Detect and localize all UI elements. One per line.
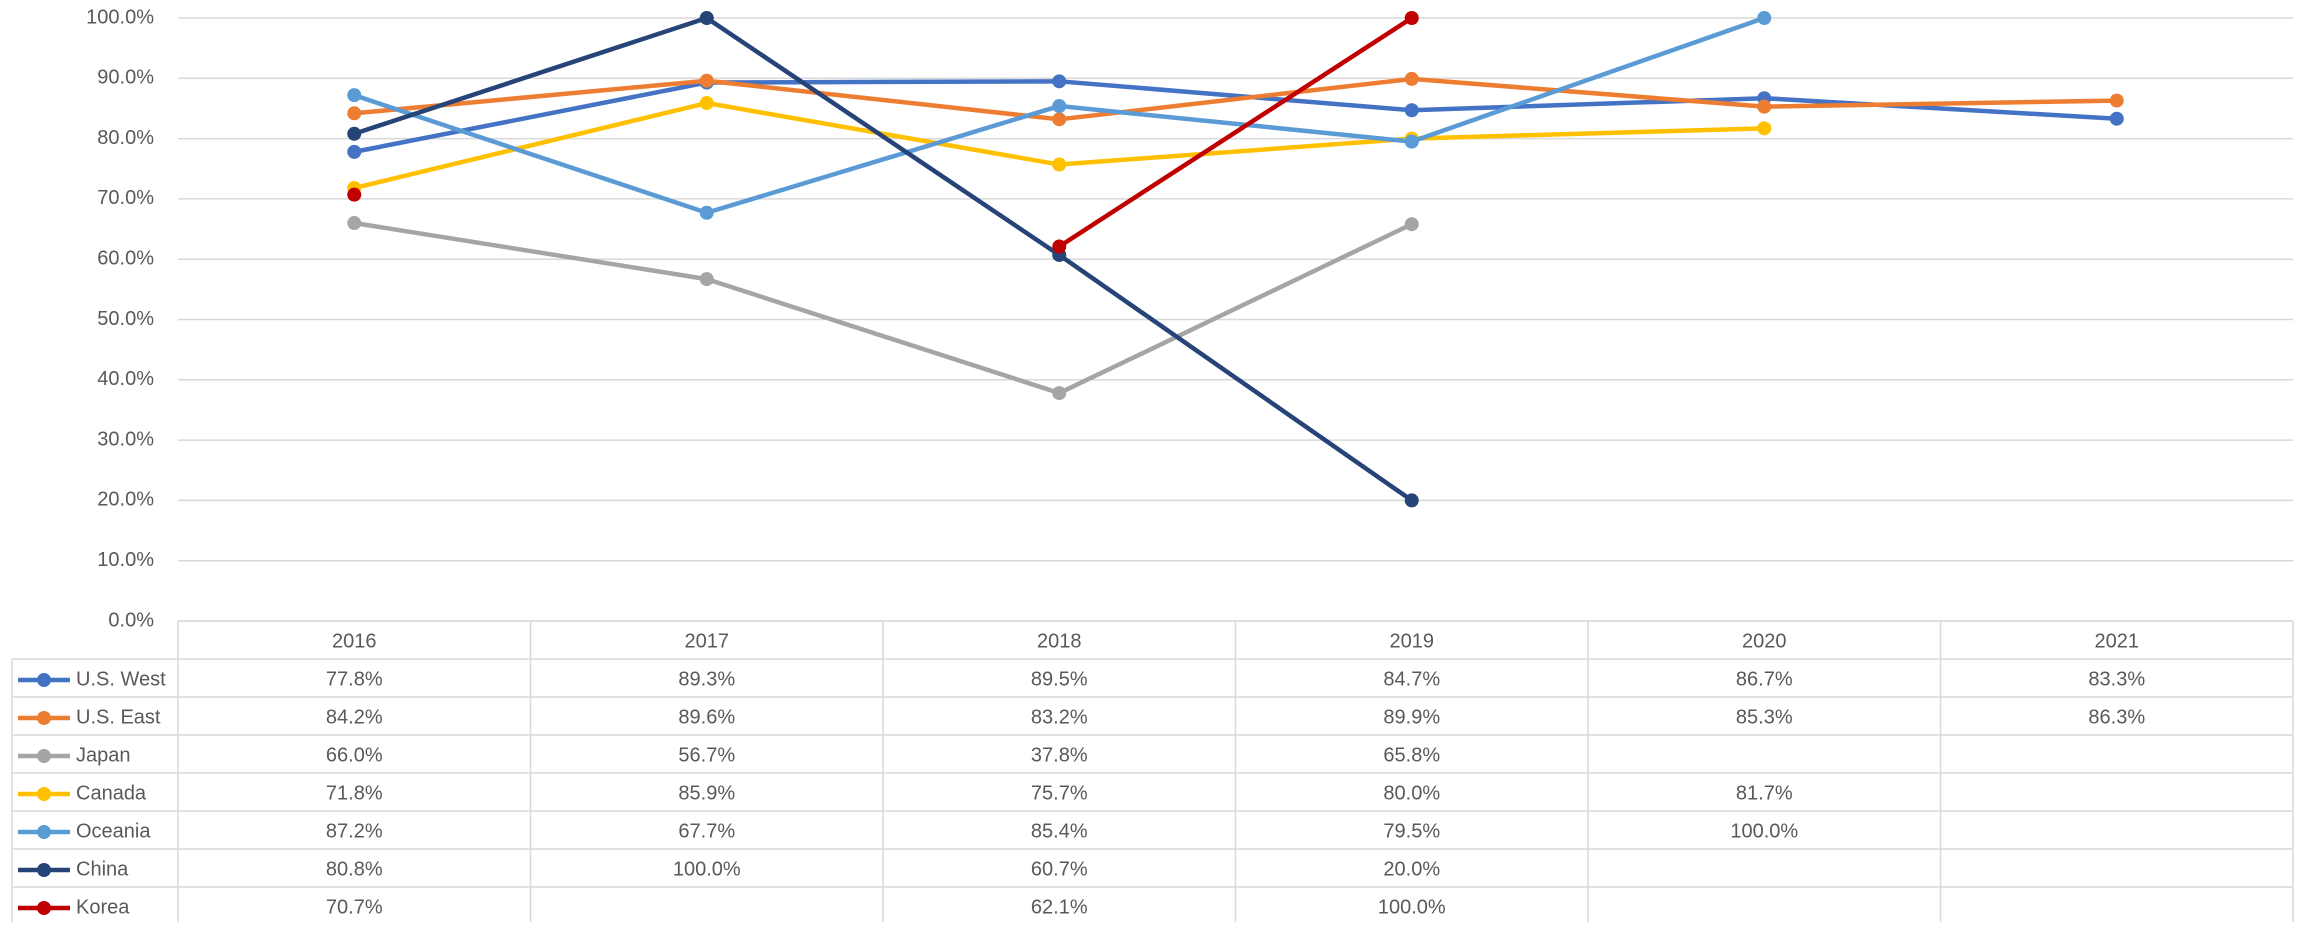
table-cell: 66.0% <box>326 744 383 766</box>
table-cell: 65.8% <box>1383 744 1440 766</box>
point-marker <box>1052 74 1067 89</box>
point-marker <box>1757 11 1772 25</box>
point-marker <box>1757 121 1772 136</box>
point-marker <box>699 272 714 287</box>
table-cell: 67.7% <box>678 820 735 842</box>
y-tick-label: 80.0% <box>97 127 154 149</box>
series-line <box>353 220 1413 396</box>
legend-marker <box>37 749 51 763</box>
point-marker <box>699 96 714 111</box>
legend-marker <box>37 825 51 839</box>
point-marker <box>2109 93 2124 108</box>
table-cell: 71.8% <box>326 782 383 804</box>
point-marker <box>699 73 714 88</box>
point-marker <box>347 106 362 121</box>
point-marker <box>347 216 362 231</box>
point-marker <box>347 88 362 103</box>
y-tick-label: 60.0% <box>97 247 154 269</box>
point-marker <box>347 126 362 141</box>
table-cell: 62.1% <box>1031 896 1088 918</box>
table-cell: 86.7% <box>1736 668 1793 690</box>
y-tick-label: 10.0% <box>97 549 154 571</box>
table-cell: 60.7% <box>1031 858 1088 880</box>
y-tick-label: 30.0% <box>97 428 154 450</box>
y-tick-label: 40.0% <box>97 368 154 390</box>
table-cell: 89.3% <box>678 668 735 690</box>
y-tick-label: 50.0% <box>97 308 154 330</box>
legend-label: U.S. West <box>76 668 166 690</box>
point-marker <box>699 11 714 25</box>
table-cell: 81.7% <box>1736 782 1793 804</box>
table-cell: 80.8% <box>326 858 383 880</box>
legend-marker <box>37 787 51 801</box>
legend-label: Oceania <box>76 820 151 842</box>
legend-label: China <box>76 858 129 880</box>
series-line <box>354 76 2117 122</box>
table-cell: 84.2% <box>326 706 383 728</box>
point-marker <box>347 144 362 159</box>
table-cell: 70.7% <box>326 896 383 918</box>
point-marker <box>1404 11 1419 25</box>
table-cell: 89.9% <box>1383 706 1440 728</box>
series-line <box>353 79 2117 155</box>
table-cell: 83.2% <box>1031 706 1088 728</box>
table-cell: 100.0% <box>1378 896 1446 918</box>
x-tick-label: 2021 <box>2095 630 2140 652</box>
y-tick-label: 20.0% <box>97 489 154 511</box>
y-tick-label: 100.0% <box>86 6 154 28</box>
point-marker <box>699 205 714 220</box>
table-cell: 77.8% <box>326 668 383 690</box>
point-marker <box>1757 99 1772 114</box>
point-marker <box>1052 239 1067 254</box>
table-cell: 56.7% <box>678 744 735 766</box>
y-tick-label: 90.0% <box>97 67 154 89</box>
x-tick-label: 2018 <box>1037 630 1082 652</box>
table-cell: 87.2% <box>326 820 383 842</box>
y-tick-label: 70.0% <box>97 187 154 209</box>
point-marker <box>1052 157 1067 172</box>
point-marker <box>347 187 362 202</box>
legend-label: Korea <box>76 896 130 918</box>
table-cell: 85.4% <box>1031 820 1088 842</box>
table-cell: 84.7% <box>1383 668 1440 690</box>
legend-label: Japan <box>76 744 131 766</box>
table-cell: 20.0% <box>1383 858 1440 880</box>
point-marker <box>1404 103 1419 118</box>
legend-marker <box>37 901 51 915</box>
x-tick-label: 2020 <box>1742 630 1787 652</box>
x-tick-label: 2019 <box>1390 630 1435 652</box>
legend-marker <box>37 711 51 725</box>
legend-label: U.S. East <box>76 706 161 728</box>
point-marker <box>1404 134 1419 149</box>
table-cell: 85.9% <box>678 782 735 804</box>
point-marker <box>1404 71 1419 86</box>
legend-marker <box>37 673 51 687</box>
table-cell: 85.3% <box>1736 706 1793 728</box>
table-cell: 83.3% <box>2088 668 2145 690</box>
legend-label: Canada <box>76 782 147 804</box>
series-line <box>1058 16 1413 249</box>
table-cell: 80.0% <box>1383 782 1440 804</box>
point-marker <box>2109 111 2124 126</box>
x-tick-label: 2017 <box>685 630 730 652</box>
x-tick-label: 2016 <box>332 630 377 652</box>
table-cell: 37.8% <box>1031 744 1088 766</box>
table-cell: 100.0% <box>1730 820 1798 842</box>
legend-marker <box>37 863 51 877</box>
point-marker <box>1404 217 1419 232</box>
table-cell: 79.5% <box>1383 820 1440 842</box>
point-marker <box>1052 386 1067 401</box>
table-cell: 89.6% <box>678 706 735 728</box>
table-cell: 100.0% <box>673 858 741 880</box>
series-line <box>353 15 1414 503</box>
point-marker <box>1052 112 1067 127</box>
point-marker <box>1052 99 1067 114</box>
table-cell: 86.3% <box>2088 706 2145 728</box>
point-marker <box>1404 493 1419 508</box>
table-cell: 75.7% <box>1031 782 1088 804</box>
y-tick-label: 0.0% <box>108 609 154 631</box>
table-cell: 89.5% <box>1031 668 1088 690</box>
